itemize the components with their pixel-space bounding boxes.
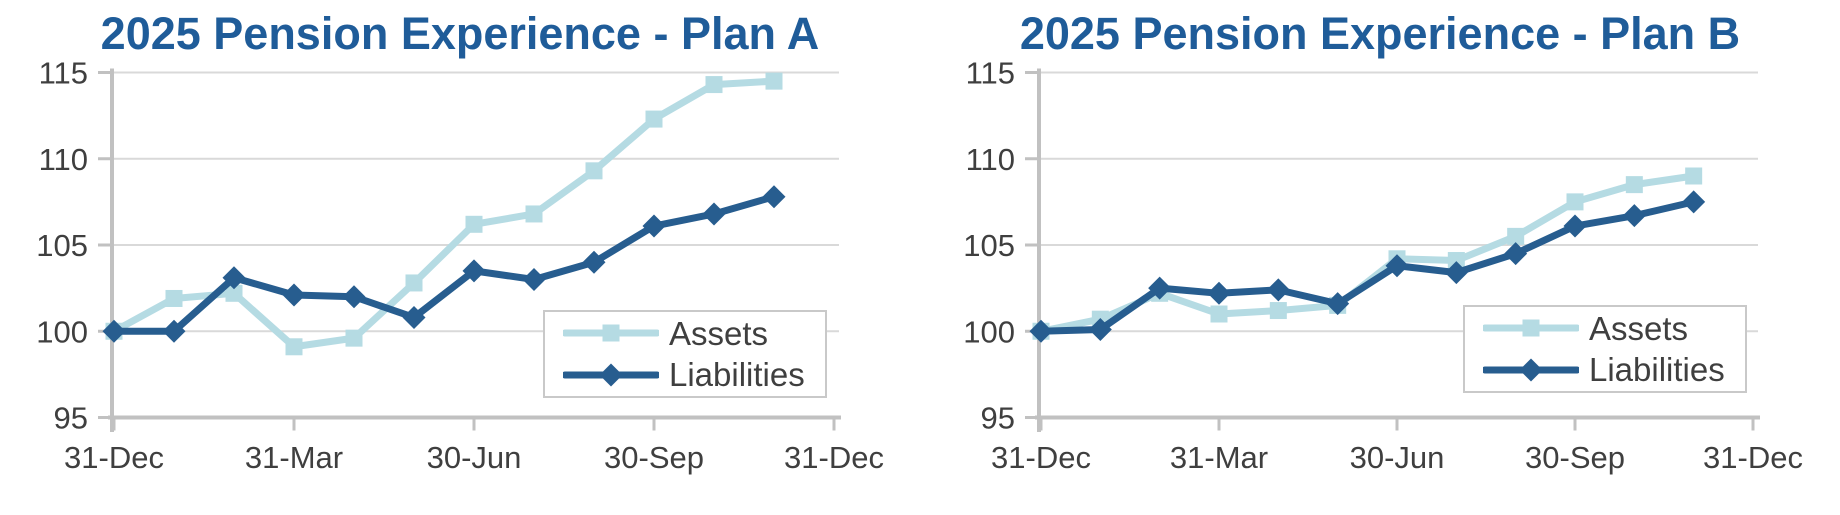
liabilities-data-point-marker (1385, 254, 1409, 278)
assets-data-point-marker (225, 284, 243, 302)
chart-plan-a: 2025 Pension Experience - Plan A 95 100 10… (36, 8, 884, 476)
y-axis-label: 110 (39, 142, 88, 177)
liabilities-line-marker-icon (563, 363, 659, 387)
assets-data-point-marker (1447, 252, 1465, 270)
x-axis-label: 31-Dec (1703, 440, 1803, 475)
y-axis-label: 100 (963, 314, 1015, 349)
x-axis-label: 31-Dec (784, 440, 884, 475)
y-axis-label: 95 (54, 401, 88, 436)
assets-data-point-marker (645, 110, 663, 128)
liabilities-data-point-marker (342, 285, 366, 309)
assets-data-point-marker (1210, 305, 1228, 323)
liabilities-data-point-marker (522, 268, 546, 291)
liabilities-line-marker-icon (1483, 358, 1579, 382)
x-axis-label: 30-Jun (1350, 440, 1445, 475)
liabilities-data-point-marker (462, 259, 486, 283)
assets-data-point-marker (1507, 227, 1525, 245)
assets-data-point-marker (525, 205, 543, 223)
chart-title-plan-a: 2025 Pension Experience - Plan A (100, 8, 820, 59)
x-axis-label: 30-Sep (1525, 440, 1625, 475)
plan-b-plot-svg: 95 100 105 110 115 31-Dec 31-Mar 30-Jun 30-Sep 31… (963, 56, 1803, 476)
legend-item-liabilities: Liabilities (1483, 350, 1745, 390)
assets-line-marker-icon (1483, 319, 1579, 337)
liabilities-data-point-marker (1148, 276, 1172, 300)
legend-item-liabilities: Liabilities (563, 355, 825, 395)
legend-item-assets: Assets (563, 313, 825, 353)
assets-data-point-marker (1566, 193, 1584, 211)
liabilities-series-line (110, 193, 778, 335)
liabilities-data-point-marker (102, 319, 126, 343)
assets-line-marker-icon (563, 324, 659, 342)
legend-label-assets: Assets (669, 314, 769, 352)
assets-data-point-marker (705, 76, 723, 94)
liabilities-legend-marker (1519, 358, 1543, 382)
assets-data-point-marker (585, 162, 603, 180)
liabilities-data-point-marker (1088, 318, 1112, 342)
liabilities-data-point-marker (702, 202, 726, 226)
liabilities-data-point-marker (1207, 281, 1231, 305)
liabilities-data-point-marker (1682, 190, 1706, 214)
plan-a-plot-svg: 95 100 105 110 115 31-Dec 31-Mar 30-Jun 30-Sep 31… (36, 56, 884, 476)
y-axis-label: 105 (36, 228, 88, 263)
liabilities-data-point-marker (1029, 319, 1053, 343)
liabilities-data-point-marker (222, 266, 246, 290)
x-axis-label: 30-Jun (427, 440, 522, 475)
liabilities-data-point-marker (282, 283, 306, 307)
x-axis-label: 31-Dec (64, 440, 164, 475)
chart-title-plan-b: 2025 Pension Experience - Plan B (1019, 8, 1741, 59)
plan-a-legend: Assets Liabilities (543, 310, 827, 398)
assets-legend-marker (1522, 319, 1540, 337)
legend-item-assets: Assets (1483, 308, 1745, 348)
assets-data-point-marker (1685, 167, 1703, 185)
liabilities-data-point-marker (642, 214, 666, 238)
assets-data-point-marker (285, 338, 303, 356)
y-axis-label: 95 (981, 401, 1015, 436)
liabilities-series-line (1037, 198, 1698, 335)
legend-label-liabilities: Liabilities (1589, 351, 1725, 389)
assets-data-point-marker (405, 274, 423, 292)
assets-legend-marker (602, 324, 620, 342)
x-axis-label: 31-Dec (991, 440, 1091, 475)
x-axis-label: 31-Mar (245, 440, 343, 475)
y-axis-label: 105 (963, 228, 1015, 263)
liabilities-data-point-marker (1266, 278, 1290, 302)
liabilities-data-point-marker (1444, 261, 1468, 285)
y-axis-label: 100 (36, 314, 88, 349)
y-axis-label: 115 (39, 56, 88, 91)
legend-label-assets: Assets (1589, 309, 1689, 347)
chart-plan-b: 2025 Pension Experience - Plan B 95 100 10… (920, 0, 1840, 515)
assets-data-point-marker (1625, 176, 1643, 194)
liabilities-data-point-marker (1326, 292, 1350, 316)
legend-label-liabilities: Liabilities (669, 356, 805, 394)
assets-data-point-marker (765, 72, 783, 90)
assets-data-point-marker (1269, 302, 1287, 320)
liabilities-data-point-marker (402, 305, 426, 329)
y-axis-label: 115 (966, 56, 1015, 91)
assets-series-line (110, 77, 778, 351)
assets-data-point-marker (345, 329, 363, 347)
liabilities-data-point-marker (582, 250, 606, 274)
liabilities-data-point-marker (1504, 242, 1528, 266)
assets-data-point-marker (165, 289, 183, 307)
x-axis-label: 31-Mar (1170, 440, 1268, 475)
liabilities-data-point-marker (762, 185, 786, 209)
assets-data-point-marker (465, 215, 483, 233)
plan-b-legend: Assets Liabilities (1463, 305, 1747, 393)
x-axis-label: 30-Sep (604, 440, 704, 475)
liabilities-data-point-marker (162, 319, 186, 343)
y-axis-label: 110 (966, 142, 1015, 177)
liabilities-data-point-marker (1622, 204, 1646, 228)
liabilities-legend-marker (599, 363, 623, 387)
liabilities-data-point-marker (1563, 214, 1587, 238)
